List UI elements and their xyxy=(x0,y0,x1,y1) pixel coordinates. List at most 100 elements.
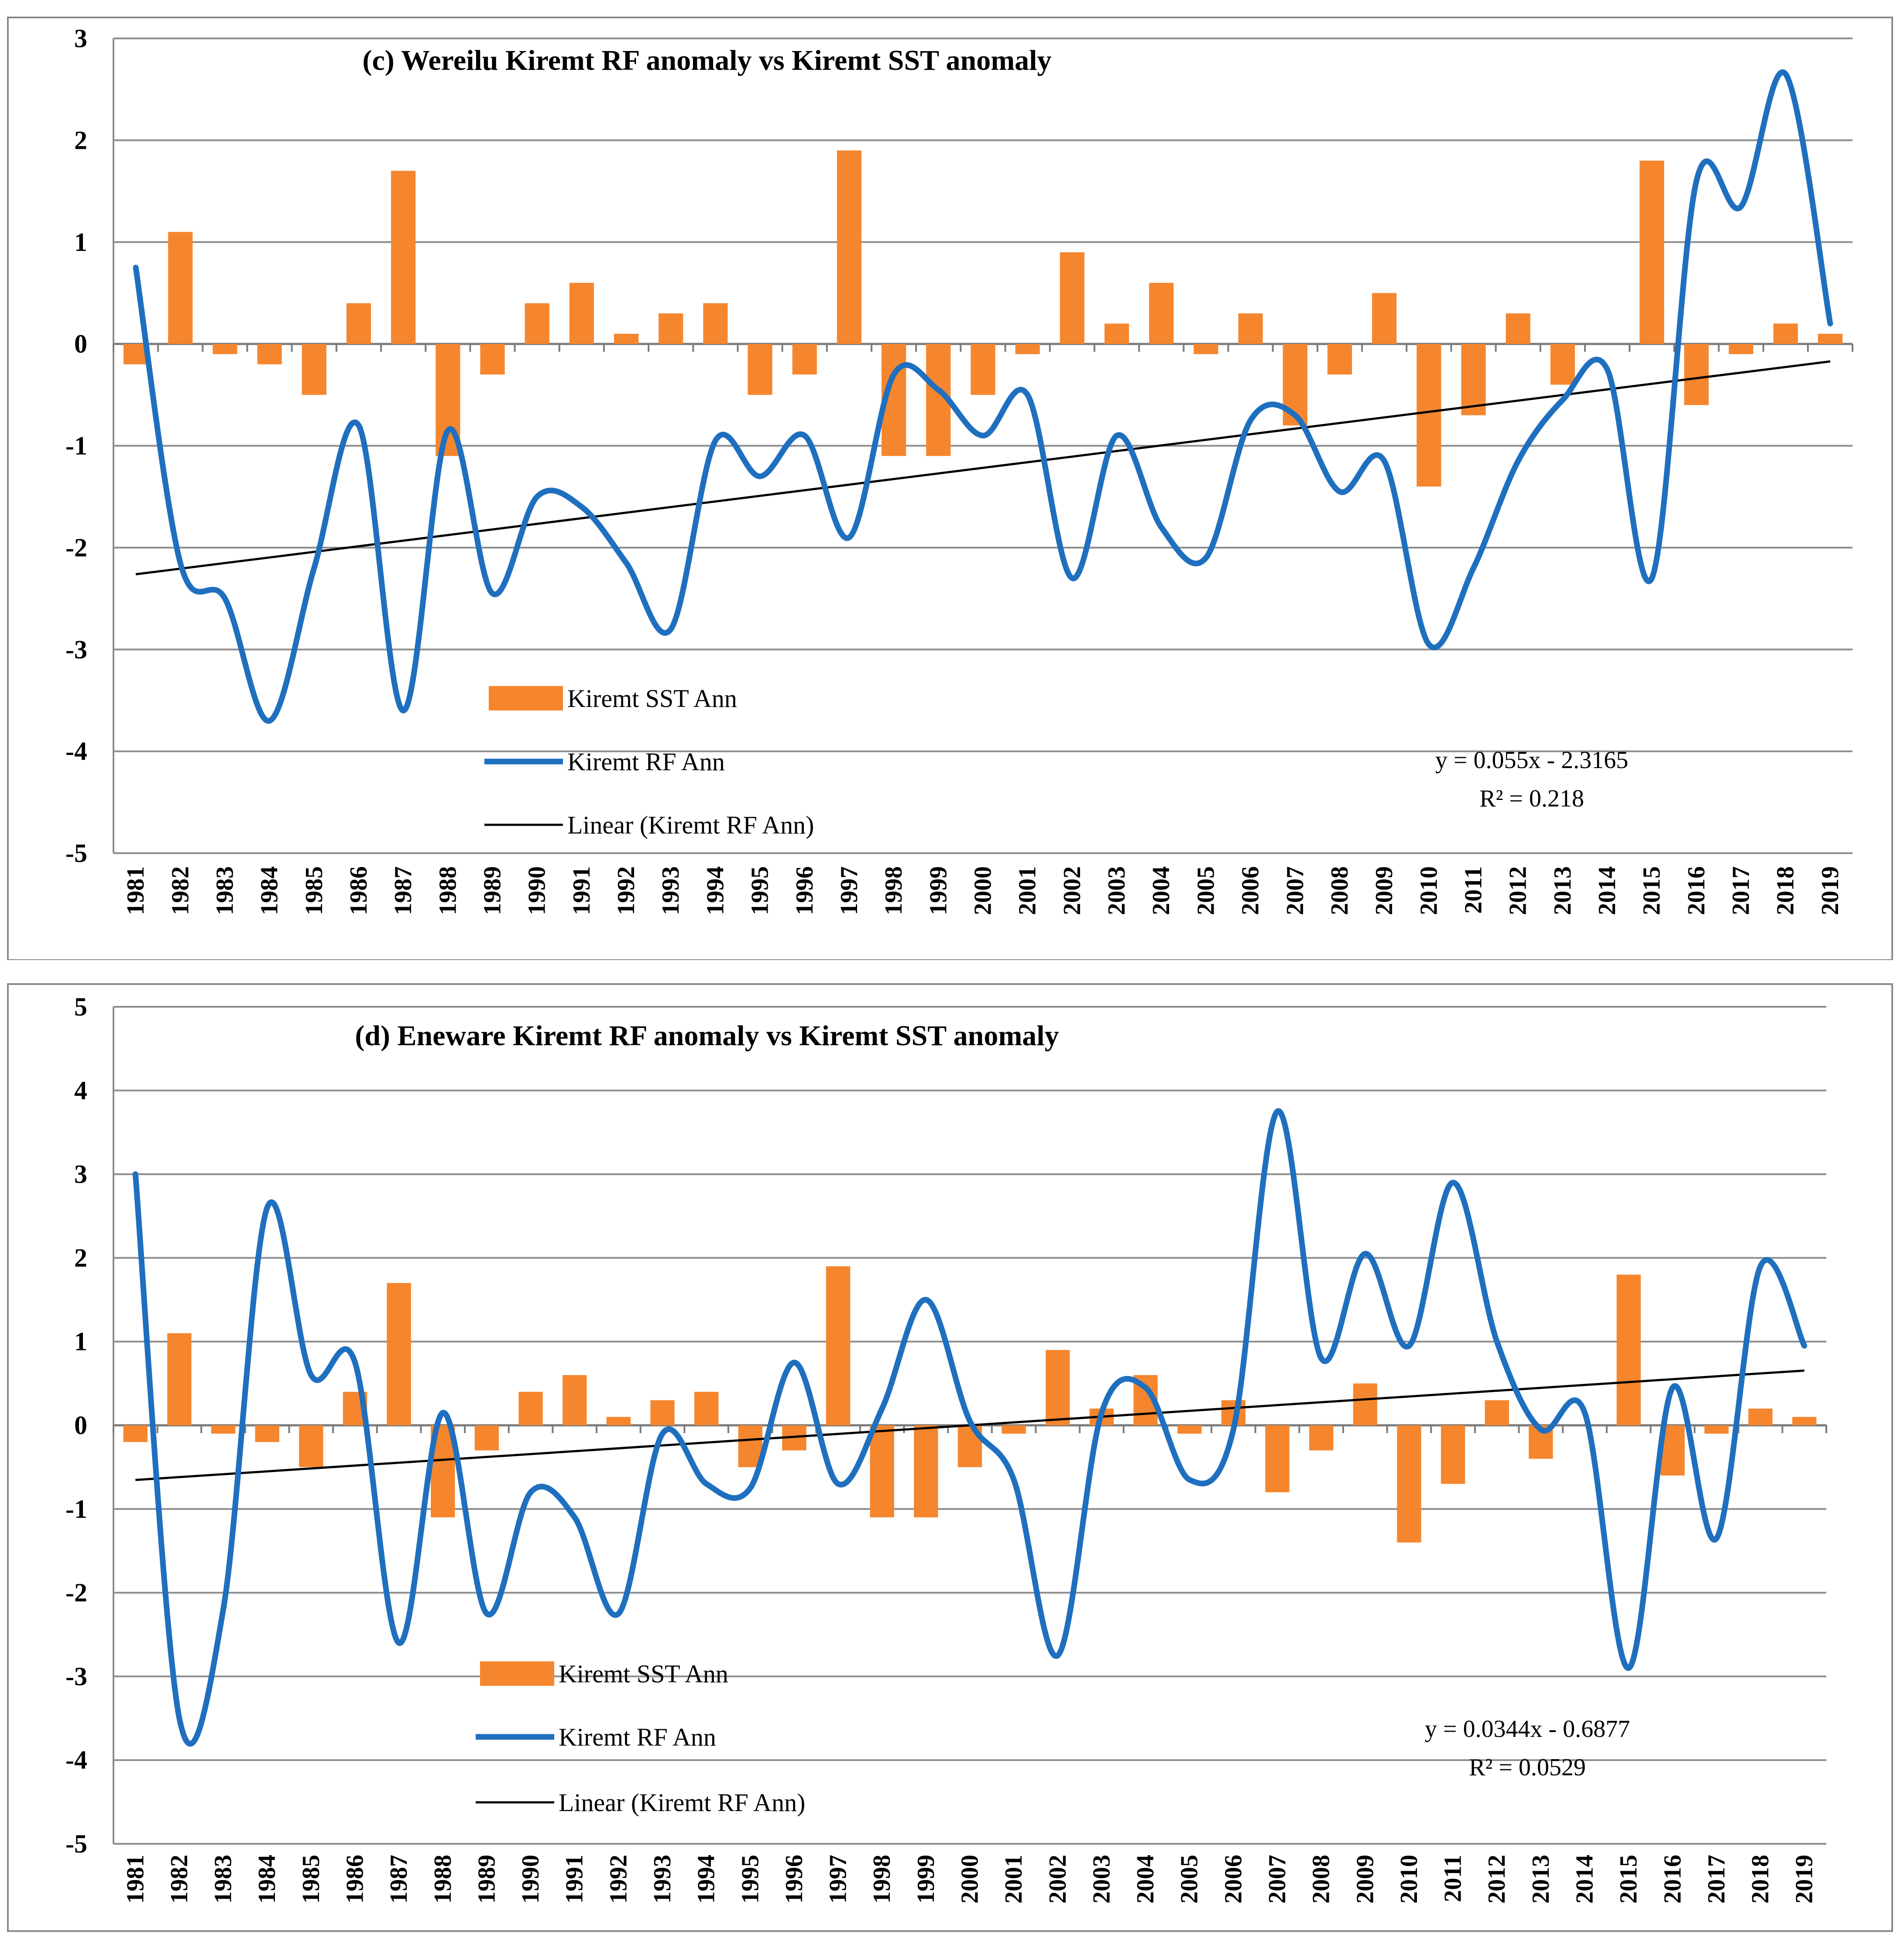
sst-bar xyxy=(1002,1425,1026,1434)
sst-bar xyxy=(614,333,639,344)
x-tick-label: 1984 xyxy=(254,1855,281,1904)
x-tick-label: 2005 xyxy=(1176,1855,1203,1904)
y-tick-label: -5 xyxy=(65,839,87,868)
sst-bar xyxy=(480,344,505,375)
x-tick-label: 1992 xyxy=(613,866,640,915)
x-tick-label: 1998 xyxy=(880,866,907,915)
sst-bar xyxy=(1194,344,1218,354)
x-tick-label: 1990 xyxy=(524,866,551,915)
x-tick-label: 2008 xyxy=(1308,1855,1335,1904)
sst-bar xyxy=(748,344,772,395)
sst-bar xyxy=(346,303,371,344)
y-tick-label: -2 xyxy=(65,533,87,562)
x-tick-label: 2010 xyxy=(1396,1855,1423,1904)
sst-bar xyxy=(694,1392,719,1425)
x-tick-label: 1987 xyxy=(390,866,417,915)
sst-bar xyxy=(1640,161,1664,344)
x-tick-label: 1988 xyxy=(434,866,461,915)
legend-label: Kiremt SST Ann xyxy=(559,1660,728,1688)
sst-bar xyxy=(569,283,594,344)
sst-bar xyxy=(1417,344,1441,487)
sst-bar xyxy=(703,303,728,344)
chart-title: (d) Eneware Kiremt RF anomaly vs Kiremt … xyxy=(355,1020,1059,1052)
sst-bar xyxy=(123,1425,148,1442)
legend-label: Linear (Kiremt RF Ann) xyxy=(559,1788,805,1817)
sst-bar xyxy=(971,344,995,395)
x-tick-label: 1985 xyxy=(298,1855,325,1904)
x-tick-label: 2005 xyxy=(1192,866,1219,915)
sst-bar xyxy=(563,1375,587,1425)
x-tick-label: 2014 xyxy=(1571,1855,1598,1904)
x-tick-label: 1986 xyxy=(342,1855,369,1904)
sst-bar xyxy=(299,1425,323,1467)
sst-bar xyxy=(1046,1350,1070,1425)
y-tick-label: -4 xyxy=(65,737,87,766)
x-tick-label: 2000 xyxy=(970,866,997,915)
y-tick-label: 2 xyxy=(74,126,87,154)
sst-bar xyxy=(870,1425,894,1517)
sst-bar xyxy=(1177,1425,1202,1434)
rf-line xyxy=(133,69,1833,724)
legend-label: Kiremt RF Ann xyxy=(567,748,725,776)
y-tick-label: -4 xyxy=(65,1746,87,1774)
y-tick-label: -3 xyxy=(65,1662,87,1691)
x-tick-label: 2016 xyxy=(1659,1855,1686,1904)
y-tick-label: 4 xyxy=(74,1076,87,1105)
y-tick-label: 2 xyxy=(74,1243,87,1272)
x-tick-label: 2001 xyxy=(1000,1855,1027,1904)
sst-bar xyxy=(1441,1425,1465,1484)
legend-label: Kiremt SST Ann xyxy=(567,684,737,713)
x-tick-label: 1994 xyxy=(693,1855,720,1904)
chart-frame xyxy=(7,17,1893,960)
legend-swatch-bar xyxy=(480,1661,554,1686)
trend-line xyxy=(135,360,1831,576)
x-tick-label: 1984 xyxy=(256,866,283,915)
x-tick-label: 1995 xyxy=(737,1855,764,1904)
sst-bar xyxy=(659,313,683,344)
x-tick-label: 2004 xyxy=(1148,866,1175,915)
x-tick-label: 1994 xyxy=(702,866,729,915)
x-tick-label: 2011 xyxy=(1460,866,1487,914)
x-tick-label: 2016 xyxy=(1683,866,1710,915)
y-tick-label: 3 xyxy=(74,24,87,53)
sst-bar xyxy=(1550,344,1575,385)
x-tick-label: 1998 xyxy=(868,1855,895,1904)
x-tick-label: 2001 xyxy=(1014,866,1041,915)
sst-bar xyxy=(1461,344,1486,415)
sst-bar xyxy=(518,1392,543,1425)
x-tick-label: 1993 xyxy=(657,866,684,915)
trend-equation: y = 0.0344x - 0.6877 xyxy=(1425,1716,1630,1743)
x-tick-label: 2011 xyxy=(1440,1855,1467,1902)
sst-bar xyxy=(1309,1425,1334,1451)
x-tick-label: 2006 xyxy=(1220,1855,1247,1904)
x-tick-label: 1997 xyxy=(836,866,863,915)
x-tick-label: 1996 xyxy=(781,1855,808,1904)
x-tick-label: 2006 xyxy=(1237,866,1264,915)
x-tick-label: 1983 xyxy=(211,866,238,915)
sst-bar xyxy=(1372,293,1397,344)
legend-swatch-bar xyxy=(489,686,563,710)
sst-bar xyxy=(1773,323,1798,344)
x-tick-label: 2013 xyxy=(1549,866,1576,915)
x-tick-label: 2002 xyxy=(1059,866,1086,915)
x-tick-label: 1997 xyxy=(825,1855,852,1904)
sst-bar xyxy=(1792,1417,1817,1425)
chart-panel-eneware: 5 4 3 2 1 0 -1 -2 -3 -4 -5 (d) Eneware Kiremt RF an… xyxy=(0,975,1904,1942)
sst-bar xyxy=(1818,333,1843,344)
sst-bar xyxy=(1060,252,1084,344)
sst-bar xyxy=(606,1417,631,1425)
y-tick-label: 1 xyxy=(74,1327,87,1356)
y-tick-label: 5 xyxy=(74,992,87,1021)
x-tick-label: 1981 xyxy=(122,866,149,915)
y-tick-label: -1 xyxy=(65,1495,87,1523)
sst-bar xyxy=(167,1333,192,1425)
sst-bar xyxy=(1265,1425,1290,1493)
x-tick-label: 2014 xyxy=(1594,866,1621,915)
x-tick-label: 2009 xyxy=(1352,1855,1379,1904)
x-tick-label: 1992 xyxy=(605,1855,632,1904)
x-tick-label: 2018 xyxy=(1772,866,1799,915)
x-tick-label: 1982 xyxy=(166,1855,193,1904)
sst-bar xyxy=(1238,313,1263,344)
y-tick-label: -3 xyxy=(65,635,87,664)
chart-panel-wereilu: 3 2 1 0 -1 -2 -3 -4 -5 (c) Wereilu Kiremt RF anom… xyxy=(0,0,1904,960)
